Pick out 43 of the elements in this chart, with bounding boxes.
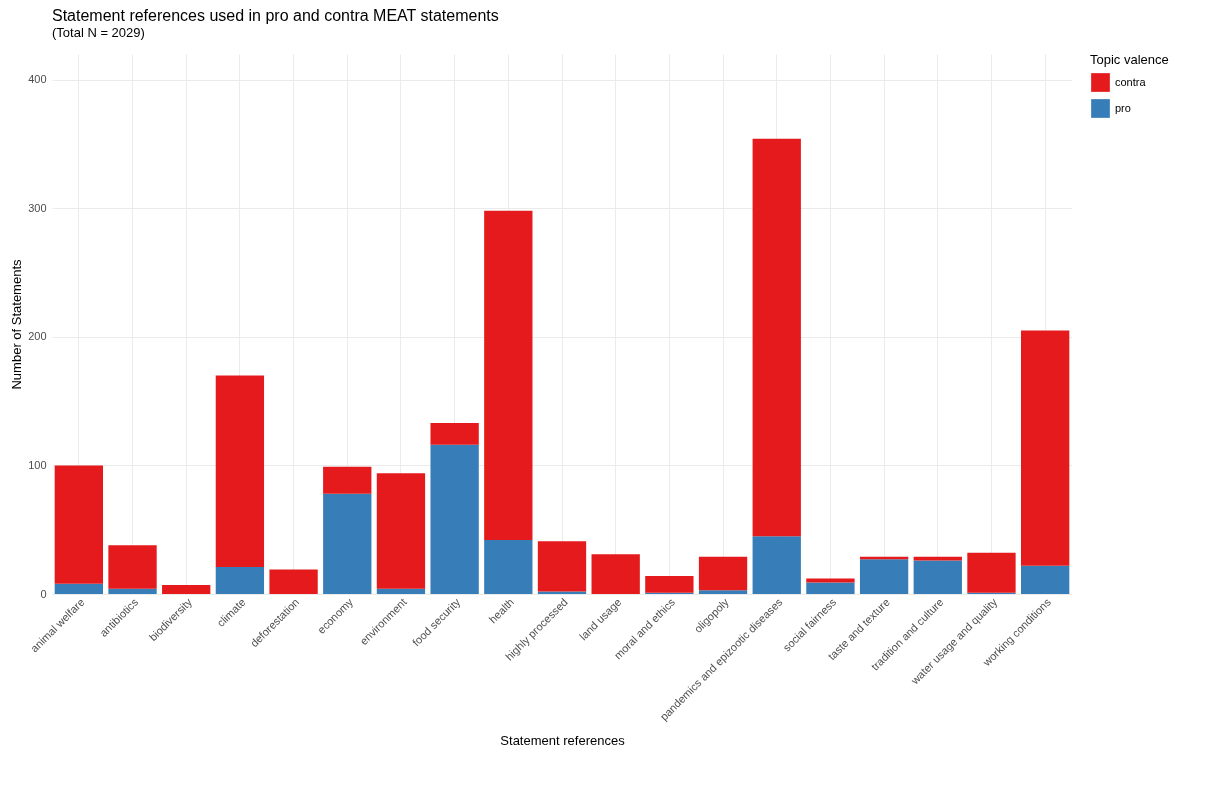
bar xyxy=(162,585,211,594)
y-tick-label: 0 xyxy=(40,587,47,600)
bar xyxy=(698,556,748,591)
bar xyxy=(752,138,801,537)
bar xyxy=(537,541,587,592)
bar xyxy=(376,473,426,589)
bar xyxy=(859,559,909,594)
y-tick-label: 100 xyxy=(28,458,47,471)
bar xyxy=(430,423,479,445)
legend-label: contra xyxy=(1115,75,1147,88)
bar xyxy=(537,591,587,594)
bar xyxy=(1021,565,1070,594)
bar xyxy=(376,588,426,594)
bar xyxy=(108,588,157,594)
bar xyxy=(269,569,318,594)
bar xyxy=(591,554,640,594)
bar xyxy=(645,576,694,593)
y-tick-label: 400 xyxy=(28,73,47,86)
y-tick-label: 200 xyxy=(28,330,47,343)
bar xyxy=(913,556,962,561)
bar xyxy=(806,582,855,594)
bar xyxy=(215,567,265,594)
x-axis-title: Statement references xyxy=(500,732,626,748)
legend-title: Topic valence xyxy=(1090,52,1169,67)
bar xyxy=(54,583,103,594)
bar xyxy=(54,465,103,584)
y-tick-label: 300 xyxy=(28,201,47,214)
chart-subtitle: (Total N = 2029) xyxy=(52,25,145,40)
bar xyxy=(752,536,801,594)
bar xyxy=(1021,330,1070,566)
bar xyxy=(108,545,157,589)
bar xyxy=(967,552,1016,593)
y-axis-title: Number of Statements xyxy=(9,258,25,390)
bar xyxy=(698,590,748,594)
bar xyxy=(484,210,533,540)
bar xyxy=(323,466,372,494)
chart-title: Statement references used in pro and contra MEAT statements xyxy=(52,7,499,24)
bar xyxy=(484,540,533,594)
bar xyxy=(913,560,962,594)
bar xyxy=(323,493,372,594)
bar xyxy=(215,375,265,567)
legend-label: pro xyxy=(1115,101,1131,114)
bar xyxy=(430,444,479,594)
